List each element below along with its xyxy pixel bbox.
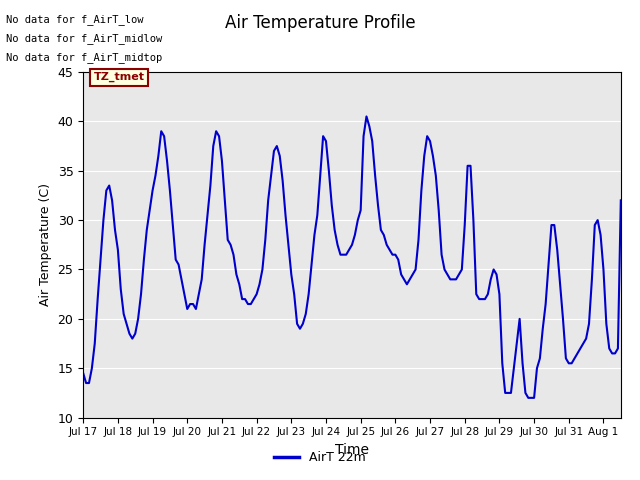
Y-axis label: Air Temperature (C): Air Temperature (C) <box>39 183 52 306</box>
Text: No data for f_AirT_midtop: No data for f_AirT_midtop <box>6 52 163 63</box>
Text: No data for f_AirT_low: No data for f_AirT_low <box>6 13 144 24</box>
Text: No data for f_AirT_midlow: No data for f_AirT_midlow <box>6 33 163 44</box>
Text: Air Temperature Profile: Air Temperature Profile <box>225 14 415 33</box>
Text: TZ_tmet: TZ_tmet <box>93 72 145 82</box>
X-axis label: Time: Time <box>335 443 369 457</box>
Legend: AirT 22m: AirT 22m <box>269 446 371 469</box>
